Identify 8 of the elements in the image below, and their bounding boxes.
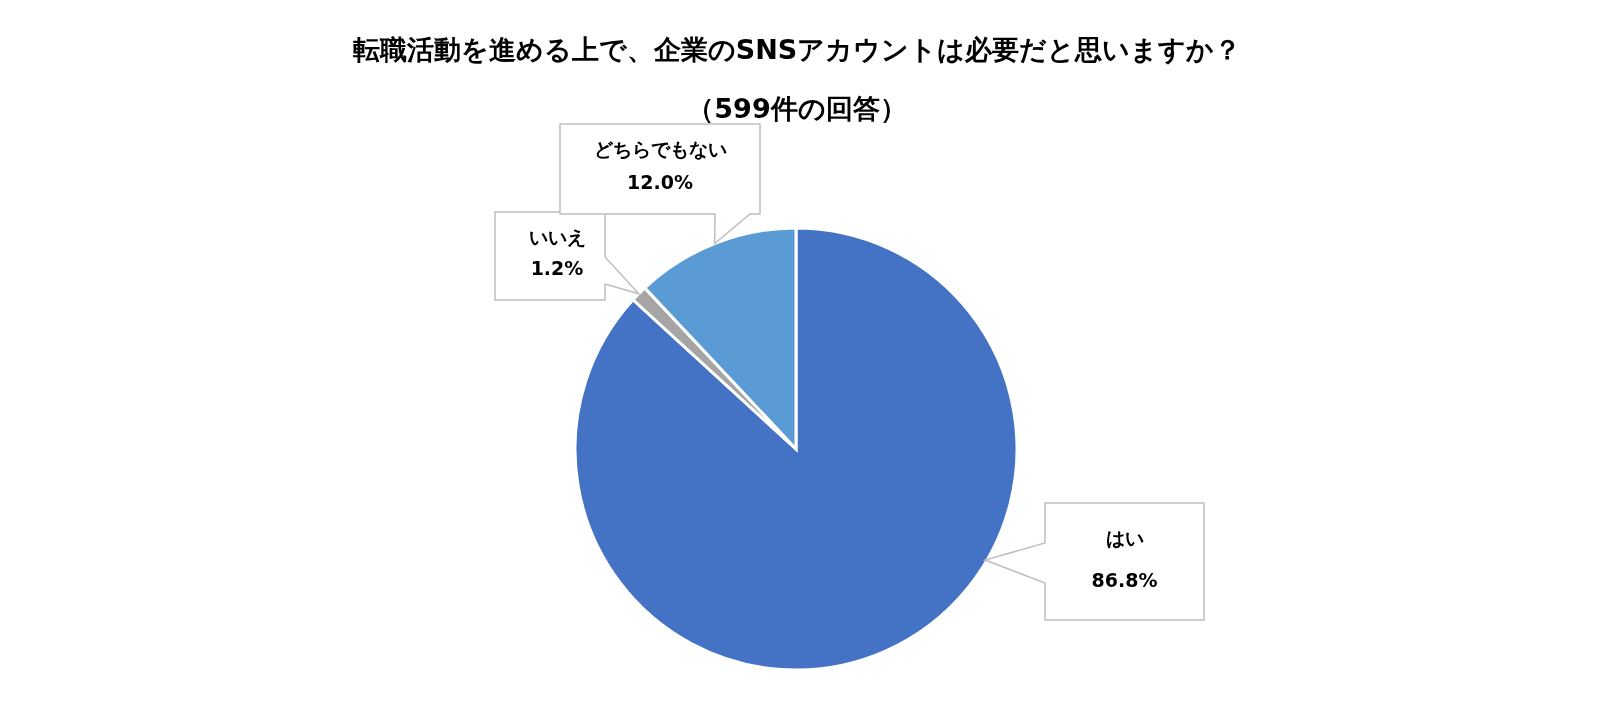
slice-label: どちらでもない [593,138,727,161]
data-label: 12.0% [627,170,693,193]
chart-subtitle: （599件の回答） [687,93,907,124]
data-label: 1.2% [530,257,584,280]
chart-title: 転職活動を進める上で、企業のSNSアカウントは必要だと思いますか？ [352,34,1242,65]
slice-label: はい [1105,527,1144,550]
data-label: 86.8% [1091,569,1158,592]
slice-label: いいえ [528,225,586,248]
